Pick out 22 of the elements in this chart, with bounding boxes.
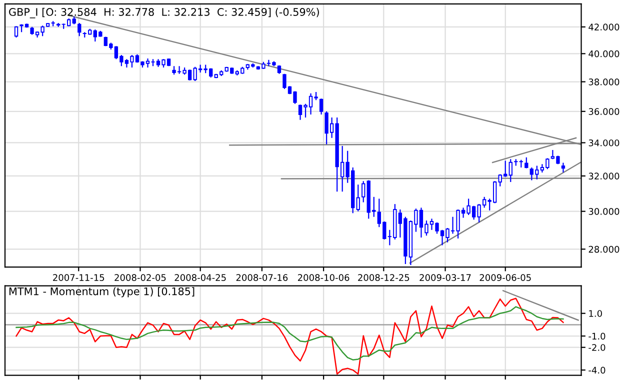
- y-tick-label: 30.000: [588, 208, 620, 215]
- y-tick-label: 40.000: [588, 50, 620, 58]
- y-tick-label: 36.000: [588, 108, 620, 115]
- y-tick-label: -1.0: [588, 332, 606, 340]
- x-tick-label: 2008-04-25: [174, 274, 226, 281]
- y-tick-label: -4.0: [588, 366, 606, 374]
- x-tick-label: 2008-10-06: [298, 274, 350, 281]
- y-tick-label: 28.000: [588, 246, 620, 253]
- y-tick-label: 38.000: [588, 78, 620, 86]
- x-tick-label: 2009-03-17: [420, 274, 471, 281]
- chart-title: MTM1 - Momentum (type 1) [0.185]: [9, 287, 194, 298]
- y-tick-label: 34.000: [588, 139, 620, 146]
- x-tick-label: 2008-07-16: [236, 274, 288, 281]
- x-tick-label: 2007-11-15: [53, 274, 104, 281]
- x-tick-label: 2009-06-05: [480, 274, 531, 281]
- y-tick-label: 32.000: [588, 172, 620, 180]
- y-tick-label: 1.0: [589, 310, 602, 317]
- x-tick-label: 2008-12-25: [358, 274, 410, 281]
- y-tick-label: -2.0: [588, 344, 606, 351]
- chart-title: GBP_I [O: 32.584 H: 32.778 L: 32.213 C: 32.459] (-0.59%): [9, 8, 319, 18]
- x-tick-label: 2008-02-05: [114, 274, 166, 281]
- y-tick-label: 42.000: [588, 24, 620, 30]
